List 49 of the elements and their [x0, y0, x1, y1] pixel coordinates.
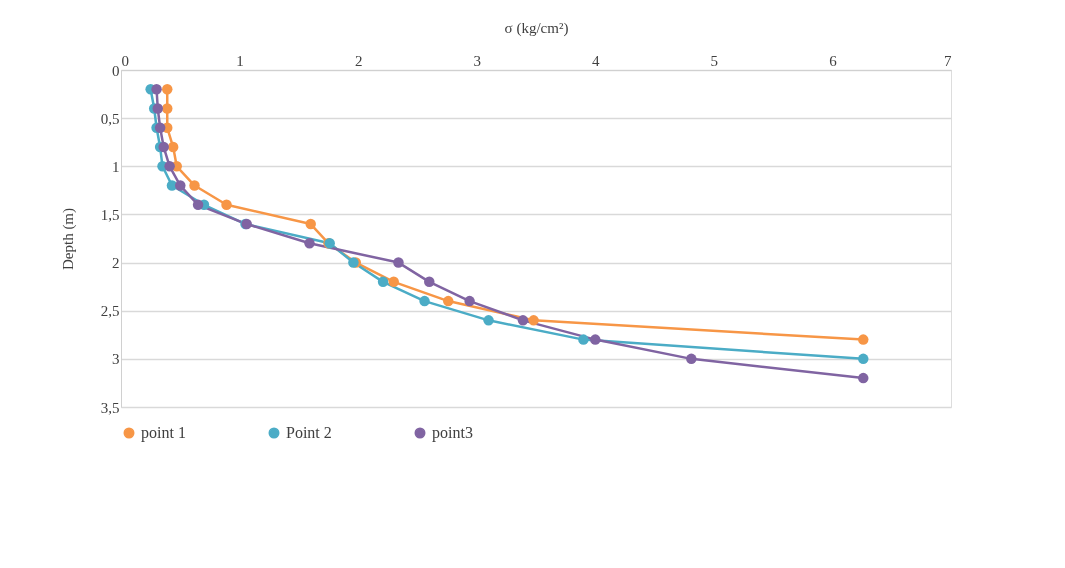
- x-tick-label: 2: [354, 52, 363, 69]
- legend-label: Point 2: [286, 424, 332, 441]
- y-tick-label: 1,5: [100, 206, 120, 223]
- point: [388, 276, 399, 288]
- y-axis-title: Depth (m): [59, 207, 77, 271]
- point: [377, 276, 389, 288]
- point: [443, 295, 454, 307]
- point: [189, 180, 200, 191]
- point: [590, 334, 601, 345]
- y-tick-label: 2: [112, 255, 120, 272]
- x-tick-label: 4: [592, 52, 601, 69]
- y-tick-label: 3: [112, 351, 120, 368]
- point: [158, 141, 169, 153]
- point: [221, 199, 232, 211]
- point: [167, 141, 179, 153]
- point: [305, 218, 316, 230]
- legend-label: point3: [432, 424, 473, 442]
- point: [858, 372, 869, 384]
- point: [393, 257, 404, 268]
- y-tick-label: 2,5: [100, 303, 120, 320]
- point: [151, 84, 162, 95]
- point: [162, 84, 173, 95]
- point: [464, 295, 475, 307]
- y-tick-label: 3,5: [100, 399, 120, 416]
- point: [304, 238, 315, 249]
- point: [154, 122, 166, 134]
- legend-label: point 1: [141, 424, 186, 442]
- point: [686, 353, 697, 365]
- point: [424, 276, 435, 288]
- y-tick-label: 1: [112, 158, 120, 175]
- x-tick-label: 7: [944, 52, 952, 69]
- point: [858, 353, 869, 365]
- point: [164, 161, 175, 172]
- point: [483, 315, 494, 326]
- point: [578, 334, 589, 345]
- x-tick-label: 5: [710, 52, 719, 69]
- x-tick-label: 6: [829, 52, 838, 69]
- point: [162, 103, 173, 114]
- point: [152, 103, 163, 114]
- x-axis-title: σ (kg/cm²): [504, 19, 569, 37]
- point: [517, 315, 529, 326]
- point: [528, 315, 539, 326]
- x-tick-label: 3: [473, 52, 481, 69]
- point: [175, 180, 186, 191]
- point: [858, 334, 869, 345]
- y-tick-label: 0,5: [100, 110, 120, 127]
- x-tick-label: 1: [236, 52, 244, 69]
- point: [192, 199, 204, 211]
- point: [419, 295, 430, 307]
